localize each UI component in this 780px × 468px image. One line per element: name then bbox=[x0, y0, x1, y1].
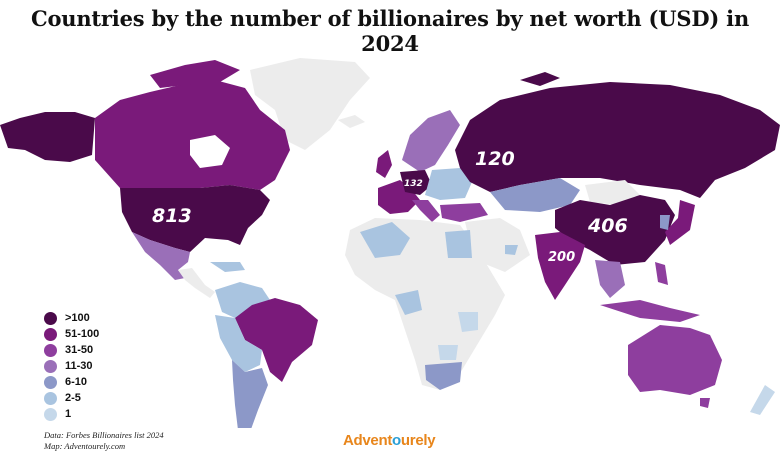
source-note: Data: Forbes Billionaires list 2024 Map:… bbox=[44, 430, 164, 452]
turkey bbox=[440, 203, 488, 222]
morocco-algeria bbox=[360, 222, 410, 258]
legend-item: 31-50 bbox=[44, 342, 99, 358]
japan bbox=[665, 200, 695, 245]
legend-label: 31-50 bbox=[65, 344, 94, 356]
southeast-asia bbox=[595, 260, 625, 298]
central-america bbox=[178, 268, 215, 298]
label-usa: 813 bbox=[152, 205, 192, 227]
mongolia bbox=[585, 180, 640, 205]
hudson-bay bbox=[190, 135, 230, 168]
usa bbox=[120, 185, 270, 252]
legend-swatch bbox=[44, 391, 57, 405]
africa bbox=[345, 218, 505, 390]
legend-label: 51-100 bbox=[65, 328, 100, 340]
legend-item: 11-30 bbox=[44, 358, 99, 374]
germany bbox=[400, 170, 432, 195]
legend-label: 2-5 bbox=[65, 392, 81, 404]
logo-part-3: urely bbox=[400, 432, 436, 449]
uk bbox=[376, 150, 392, 178]
legend-label: 6-10 bbox=[65, 376, 88, 388]
legend-swatch bbox=[44, 375, 57, 389]
brazil bbox=[235, 298, 318, 382]
world-map: 813 120 406 200 132 bbox=[0, 58, 780, 428]
australia bbox=[628, 325, 722, 395]
zimbabwe bbox=[438, 345, 458, 360]
greenland bbox=[250, 58, 370, 150]
legend-item: 6-10 bbox=[44, 374, 99, 390]
legend-label: 1 bbox=[65, 408, 72, 420]
logo-part-2: o bbox=[392, 432, 401, 449]
canada-islands bbox=[150, 60, 240, 88]
philippines bbox=[655, 262, 668, 285]
legend-item: 51-100 bbox=[44, 326, 99, 342]
china bbox=[555, 195, 675, 265]
india bbox=[535, 232, 585, 300]
source-map: Map: Adventourely.com bbox=[44, 441, 126, 451]
indonesia bbox=[600, 300, 700, 322]
canada bbox=[95, 80, 290, 190]
south-africa bbox=[425, 362, 462, 390]
legend-item: >100 bbox=[44, 310, 99, 326]
legend-item: 2-5 bbox=[44, 390, 99, 406]
chile-argentina bbox=[232, 360, 268, 428]
peru-bolivia bbox=[215, 315, 262, 372]
label-india: 200 bbox=[548, 250, 575, 265]
logo-part-1: Advent bbox=[343, 432, 393, 449]
legend-swatch bbox=[44, 327, 57, 341]
eastern-europe bbox=[425, 168, 472, 200]
russia bbox=[455, 82, 780, 198]
kazakhstan bbox=[490, 178, 580, 212]
legend: >100 51-100 31-50 11-30 6-10 2-5 1 bbox=[44, 310, 99, 422]
russia-islands bbox=[520, 72, 560, 86]
egypt bbox=[445, 230, 472, 258]
italy-balkans bbox=[412, 200, 440, 222]
legend-swatch bbox=[44, 407, 57, 421]
scandinavia bbox=[402, 110, 460, 172]
legend-swatch bbox=[44, 311, 57, 325]
korea bbox=[660, 215, 670, 230]
iceland bbox=[338, 115, 365, 128]
alaska bbox=[0, 112, 95, 162]
legend-swatch bbox=[44, 343, 57, 357]
caribbean bbox=[210, 262, 245, 272]
label-germany: 132 bbox=[404, 179, 423, 189]
legend-swatch bbox=[44, 359, 57, 373]
israel-uae bbox=[505, 245, 518, 255]
source-data: Data: Forbes Billionaires list 2024 bbox=[44, 430, 164, 440]
brand-logo: Adventourely bbox=[343, 432, 436, 449]
new-zealand bbox=[750, 385, 775, 415]
legend-item: 1 bbox=[44, 406, 99, 422]
tasmania bbox=[700, 398, 710, 408]
label-russia: 120 bbox=[475, 148, 515, 170]
tanzania bbox=[458, 312, 478, 332]
label-china: 406 bbox=[587, 215, 628, 237]
legend-label: >100 bbox=[65, 312, 90, 324]
mexico bbox=[132, 232, 190, 280]
legend-label: 11-30 bbox=[65, 360, 93, 372]
map-title: Countries by the number of billionaires … bbox=[30, 6, 750, 56]
nigeria bbox=[395, 290, 422, 315]
